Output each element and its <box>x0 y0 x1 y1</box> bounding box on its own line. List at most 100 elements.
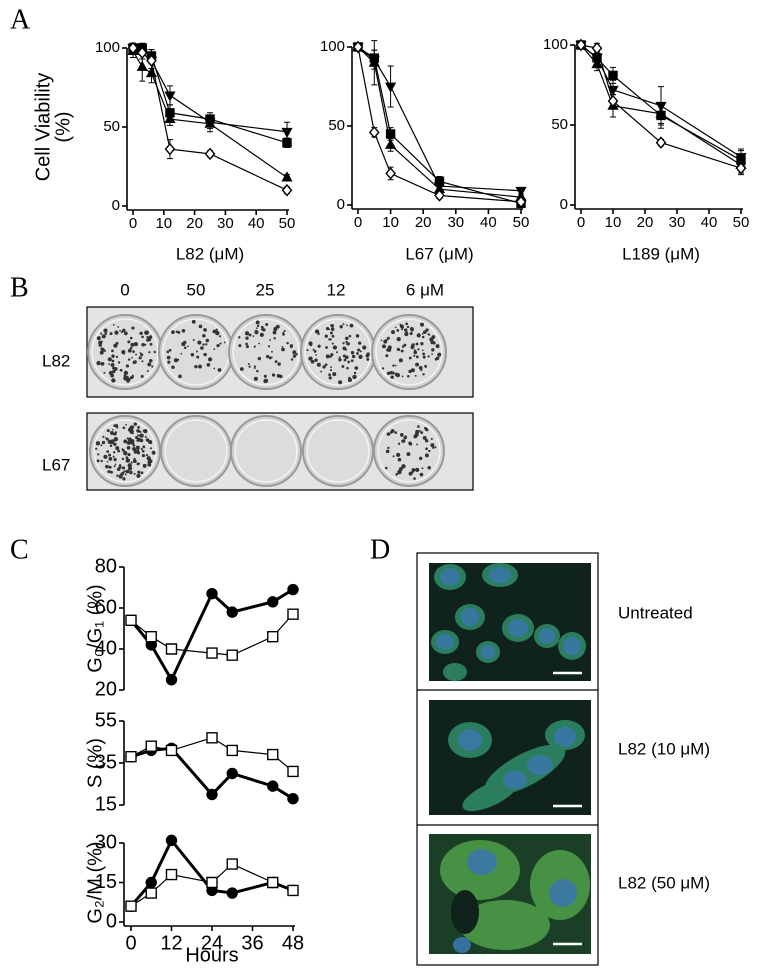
colony <box>421 467 424 470</box>
x-tick-label: 10 <box>382 214 399 231</box>
colony <box>390 375 394 380</box>
micrograph <box>429 563 591 681</box>
x-tick-label: 40 <box>248 215 265 232</box>
colony <box>203 328 207 332</box>
colony <box>123 439 128 444</box>
colony <box>100 459 103 463</box>
colony <box>320 370 323 373</box>
colony <box>111 354 115 358</box>
colony <box>328 338 331 341</box>
colony <box>97 453 100 456</box>
colony <box>391 330 395 335</box>
colony <box>345 340 348 344</box>
data-point <box>287 583 299 596</box>
colony <box>223 341 226 344</box>
data-point <box>206 587 218 600</box>
colony <box>148 359 153 363</box>
colony <box>100 362 105 366</box>
colony <box>411 468 416 472</box>
colony <box>95 441 101 446</box>
data-point <box>385 167 396 180</box>
colony <box>131 375 134 379</box>
colony <box>425 428 429 432</box>
colony <box>146 370 149 372</box>
colony <box>101 334 106 339</box>
colony <box>330 366 333 369</box>
colony <box>132 444 136 447</box>
data-point <box>145 740 157 752</box>
x-tick-label: 48 <box>282 932 304 954</box>
x-axis-label: L189 (μM) <box>622 244 700 263</box>
colony <box>420 322 425 327</box>
data-point <box>127 41 139 55</box>
colony <box>281 347 285 352</box>
colony <box>329 331 333 335</box>
colony <box>171 330 175 334</box>
colony <box>385 449 390 454</box>
y-tick-label: 80 <box>95 555 117 577</box>
colony <box>212 329 217 334</box>
colony <box>133 422 137 426</box>
colony <box>126 377 131 382</box>
colony <box>417 425 420 428</box>
colony <box>127 358 131 361</box>
colony <box>405 331 408 334</box>
colony <box>417 348 420 351</box>
x-tick-label: 30 <box>447 214 464 231</box>
colony <box>216 343 220 348</box>
colony <box>213 367 216 370</box>
colony <box>112 432 115 436</box>
colony <box>396 452 401 457</box>
colony <box>328 373 332 377</box>
colony <box>109 332 113 336</box>
colony <box>118 474 123 479</box>
data-point <box>434 189 445 202</box>
chart: 0 50 100 0 10 20 30 40 50 L189 (μM) <box>543 36 749 264</box>
data-point <box>136 46 148 60</box>
colony <box>147 462 152 467</box>
colony <box>127 463 132 468</box>
colony <box>136 439 140 442</box>
colony <box>133 360 137 364</box>
colony <box>111 359 115 363</box>
colony <box>167 360 171 364</box>
data-point <box>226 887 238 899</box>
colony <box>147 337 152 342</box>
colony <box>366 357 370 361</box>
colony <box>283 329 286 333</box>
colony <box>217 368 222 372</box>
compound-label: L67 <box>42 455 70 474</box>
colony <box>256 327 258 329</box>
colony <box>422 349 424 352</box>
colony <box>413 350 417 355</box>
colony <box>114 330 119 335</box>
colony <box>200 346 204 350</box>
data-point <box>226 858 238 870</box>
colony <box>138 462 141 465</box>
colony <box>215 330 220 336</box>
colony <box>108 465 112 469</box>
concentration-label: 12 <box>327 280 346 299</box>
colony <box>415 355 419 359</box>
y-tick-label: 60 <box>95 596 117 618</box>
y-tick-label: 100 <box>95 39 120 56</box>
colony <box>109 440 114 445</box>
colony <box>272 330 277 335</box>
colony <box>139 430 142 434</box>
colony <box>316 362 321 367</box>
colony <box>136 429 140 433</box>
colony <box>424 453 429 458</box>
colony <box>356 352 359 355</box>
data-point <box>226 767 238 780</box>
colony <box>144 330 149 335</box>
colony <box>166 355 171 360</box>
colony <box>413 349 416 352</box>
colony <box>141 342 145 347</box>
data-point <box>385 138 397 149</box>
colony <box>263 379 268 384</box>
colony <box>108 453 112 457</box>
colony <box>395 372 401 378</box>
colony <box>424 439 429 443</box>
colony <box>331 334 335 338</box>
colony <box>238 345 241 348</box>
